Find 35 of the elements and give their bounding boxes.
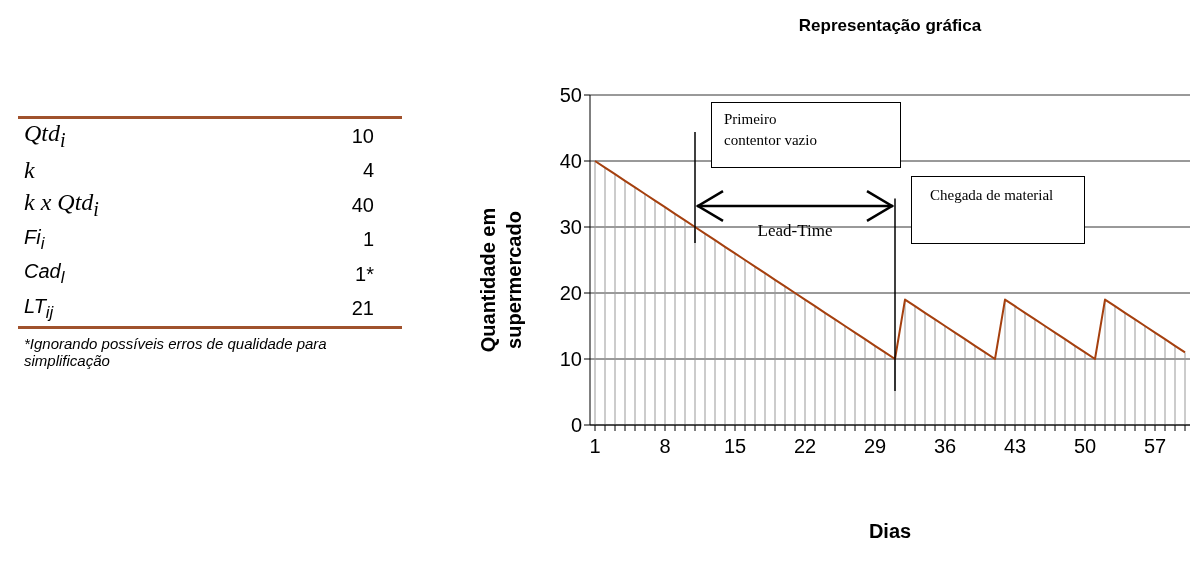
x-tick-label: 29 bbox=[863, 435, 887, 458]
text: 4 bbox=[362, 159, 374, 182]
text-box: Chegada de material bbox=[911, 176, 1085, 244]
y-tick-label: 40 bbox=[559, 150, 582, 173]
category-label: Cad$_{l}$ bbox=[24, 260, 65, 289]
category-label: Fi$_{i}$ bbox=[24, 225, 45, 254]
x-tick-label: 36 bbox=[933, 435, 957, 458]
y-tick-label: 50 bbox=[559, 84, 582, 107]
text: *Ignorando possíveis erros de qualidade para simplificação bbox=[23, 335, 328, 369]
category-label: k bbox=[24, 157, 35, 185]
x-axis-title: Dias bbox=[867, 520, 913, 543]
annotation: Lead-Time bbox=[756, 220, 834, 241]
x-tick-label: 15 bbox=[723, 435, 747, 458]
text: 1 bbox=[362, 228, 374, 251]
x-tick-label: 43 bbox=[1003, 435, 1027, 458]
x-tick-label: 22 bbox=[793, 435, 817, 458]
text-box: Primeiro contentor vazio bbox=[711, 102, 901, 168]
x-tick-label: 1 bbox=[589, 435, 601, 458]
y-axis-title: Quantidade em supermercado bbox=[476, 206, 526, 355]
y-tick-label: 20 bbox=[559, 282, 582, 305]
text: 1* bbox=[355, 262, 374, 285]
category-label: Qtd$_{i}$ bbox=[24, 120, 66, 153]
x-tick-label: 50 bbox=[1073, 435, 1097, 458]
line-series bbox=[594, 160, 1186, 360]
y-tick-label: 0 bbox=[570, 414, 582, 437]
chart-title: Representação gráfica bbox=[797, 16, 983, 36]
text: 10 bbox=[351, 124, 374, 147]
category-label: k x Qtd$_{i}$ bbox=[24, 189, 99, 222]
text: 21 bbox=[351, 297, 374, 320]
y-tick-label: 10 bbox=[559, 348, 582, 371]
category-label: LT$_{ij}$ bbox=[24, 294, 54, 323]
x-tick-label: 8 bbox=[659, 435, 671, 458]
x-tick-label: 57 bbox=[1143, 435, 1167, 458]
y-tick-label: 30 bbox=[559, 216, 582, 239]
text: 40 bbox=[351, 193, 374, 216]
